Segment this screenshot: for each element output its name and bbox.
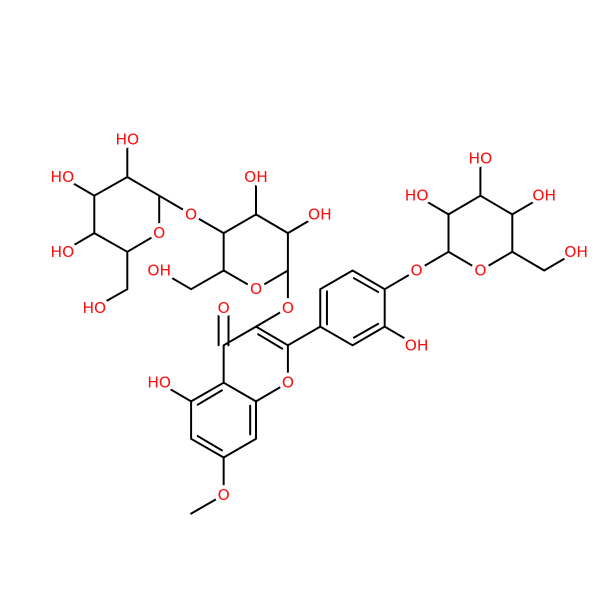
atom-label: O bbox=[218, 299, 230, 317]
atom-label: HO bbox=[147, 374, 171, 392]
atom-label: HO bbox=[51, 168, 75, 186]
atom-label: OH bbox=[564, 243, 588, 261]
atom-label: O bbox=[282, 299, 294, 317]
atom-label: HO bbox=[405, 187, 429, 205]
atom-label: O bbox=[474, 262, 486, 280]
atom-label: OH bbox=[308, 205, 332, 223]
atom-label: OH bbox=[147, 262, 171, 280]
atom-label: O bbox=[153, 224, 165, 242]
atom-label: HO bbox=[469, 149, 493, 167]
atom-label: OH bbox=[244, 168, 268, 186]
atom-label: OH bbox=[532, 187, 556, 205]
atom-label: O bbox=[250, 280, 262, 298]
structure: HO HO HO HO O O OH OH O OH O O HO O O OH… bbox=[47, 127, 592, 515]
atom-label: O bbox=[185, 205, 197, 223]
atom-label: HO bbox=[115, 131, 139, 149]
atom-label: O bbox=[282, 374, 294, 392]
bonds bbox=[61, 138, 578, 515]
atom-label: OH bbox=[405, 336, 429, 354]
atom-label: HO bbox=[82, 299, 106, 317]
atom-label: O bbox=[411, 262, 423, 280]
atom-label: O bbox=[218, 486, 230, 504]
atom-label: HO bbox=[51, 243, 75, 261]
